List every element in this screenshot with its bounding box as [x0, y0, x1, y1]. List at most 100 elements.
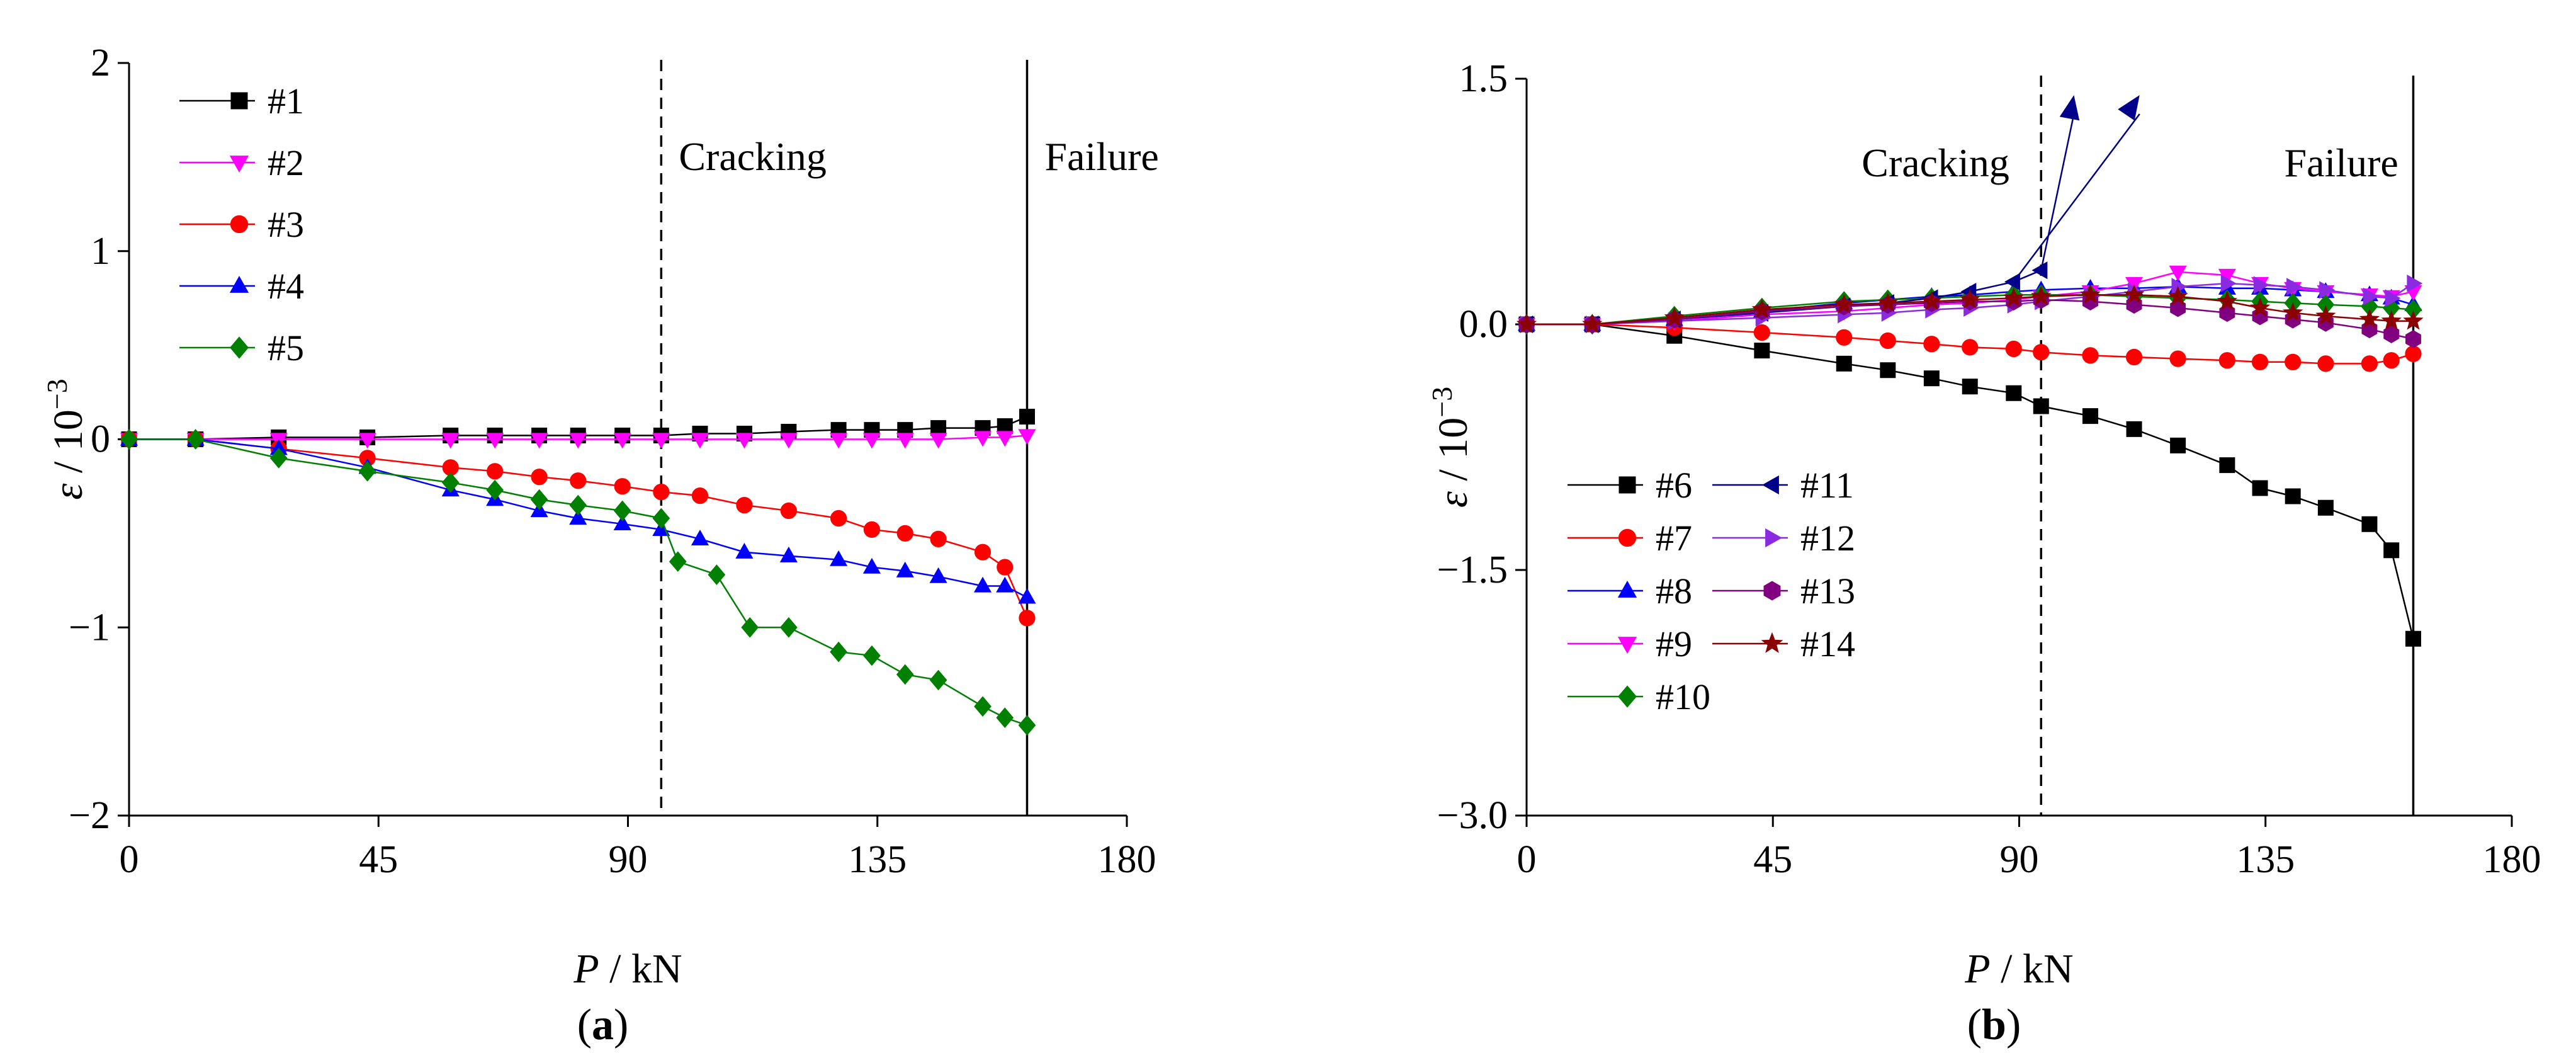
data-point [780, 617, 798, 638]
data-point [653, 484, 670, 501]
series-line [129, 435, 1027, 440]
panel-label: (a) [577, 1001, 629, 1049]
data-point [1877, 292, 1899, 312]
data-point [2253, 276, 2269, 294]
data-point [2361, 516, 2378, 532]
series-line [129, 438, 1028, 618]
x-tick-label: 180 [1098, 838, 1156, 881]
data-point [358, 460, 376, 482]
data-point [570, 472, 587, 489]
x-axis-unit: / kN [1991, 946, 2074, 992]
data-point [486, 479, 504, 501]
series-4 [120, 430, 1036, 604]
data-point [2361, 355, 2378, 372]
data-point [2363, 287, 2379, 305]
data-point [997, 559, 1014, 576]
legend-label: #11 [1800, 465, 1854, 506]
legend-entry: #13 [1712, 571, 1855, 612]
data-point [996, 707, 1014, 729]
data-point [1754, 343, 1770, 359]
legend-label: #5 [268, 327, 304, 368]
x-axis-var: P [1964, 946, 1990, 992]
y-axis-var: ε [1430, 491, 1476, 508]
data-point [736, 496, 753, 514]
y-tick-label: −1.5 [1437, 549, 1508, 591]
data-point [929, 567, 947, 583]
data-point [569, 509, 587, 525]
data-point [2285, 488, 2301, 504]
data-point [2217, 290, 2238, 310]
legend-marker [230, 336, 249, 359]
data-point [896, 561, 914, 578]
legend-label: #10 [1656, 676, 1710, 717]
data-point [691, 487, 709, 504]
data-point [2383, 325, 2400, 343]
panel-label-close: ) [2006, 1001, 2021, 1049]
data-point [1018, 715, 1036, 736]
data-point [779, 546, 798, 562]
panel-label-open: ( [1967, 1001, 1982, 1049]
data-point [1018, 588, 1036, 604]
data-point [708, 564, 726, 585]
x-tick-label: 0 [1517, 838, 1537, 881]
data-point [1664, 307, 1685, 327]
legend-label: #13 [1800, 571, 1855, 612]
data-point [2317, 499, 2334, 516]
panel-b: 0 45 90 135 180 −3.0 −1.5 0.0 1.5 P / kN ε / 10−3 C… [1426, 57, 2541, 1049]
data-point [441, 472, 460, 493]
legend-entry: #2 [179, 142, 304, 183]
data-point [1879, 332, 1896, 350]
y-tick-label: −3.0 [1437, 794, 1508, 837]
data-point [2125, 348, 2143, 366]
data-point [2082, 347, 2099, 364]
data-point [120, 429, 138, 450]
data-point [2123, 284, 2145, 304]
series-14 [1516, 284, 2424, 333]
legend-marker [1761, 632, 1783, 653]
overflow-arrow-line [2013, 113, 2140, 283]
legend-marker [1618, 476, 1636, 494]
data-point [531, 469, 548, 486]
data-point [1753, 324, 1770, 341]
data-point [1836, 329, 1853, 346]
legend-entry: #10 [1568, 676, 1710, 717]
legend-label: #1 [268, 81, 304, 122]
cracking-label: Cracking [679, 134, 827, 179]
series-line [129, 438, 1028, 598]
legend-entry: #7 [1568, 518, 1692, 559]
data-point [2251, 353, 2269, 370]
legend-label: #9 [1656, 623, 1692, 664]
data-point [186, 429, 205, 450]
data-point [2383, 542, 2400, 559]
data-point [487, 463, 504, 480]
data-point [2405, 345, 2422, 362]
x-tick-label: 180 [2483, 838, 2541, 881]
data-point [2080, 284, 2101, 304]
panel-label-close: ) [614, 1001, 628, 1049]
legend-entry: #4 [179, 266, 304, 307]
failure-label: Failure [2285, 140, 2398, 185]
data-point [2285, 353, 2302, 370]
data-point [2082, 408, 2099, 424]
y-tick-label: 0 [91, 418, 110, 461]
data-point [1921, 290, 1942, 310]
data-point [2385, 289, 2401, 307]
data-point [569, 494, 587, 516]
panel-a: 0 45 90 135 180 −2 −1 0 1 2 P / kN ε / 10−3 Cracking… [41, 42, 1159, 1049]
x-axis-title: P / kN [1964, 946, 2073, 992]
data-point [2319, 281, 2336, 299]
data-point [441, 433, 460, 449]
legend-marker [1618, 685, 1637, 708]
x-tick-label: 90 [609, 838, 648, 881]
data-point [896, 664, 914, 685]
data-point [863, 645, 881, 666]
y-tick-label: 2 [91, 42, 110, 84]
data-point [2126, 421, 2142, 437]
data-point [974, 544, 991, 561]
data-point [2005, 340, 2022, 358]
legend-marker [229, 276, 249, 293]
data-point [1751, 299, 1773, 319]
data-point [780, 502, 797, 520]
data-point [973, 431, 992, 447]
